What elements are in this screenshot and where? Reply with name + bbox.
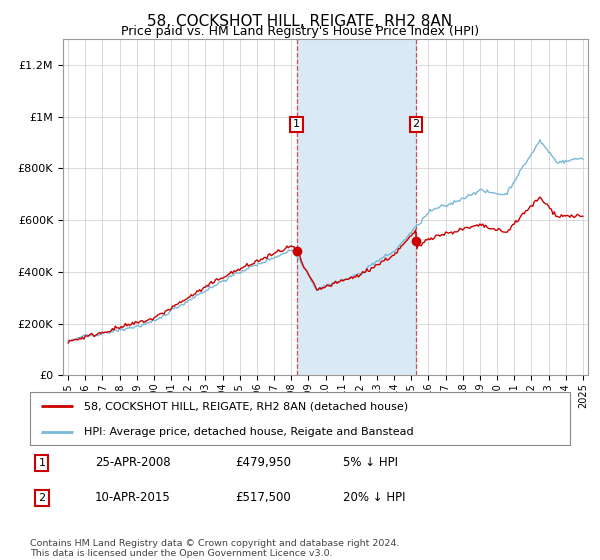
- Text: 25-APR-2008: 25-APR-2008: [95, 456, 170, 469]
- Text: 58, COCKSHOT HILL, REIGATE, RH2 8AN (detached house): 58, COCKSHOT HILL, REIGATE, RH2 8AN (det…: [84, 402, 408, 412]
- Text: 2: 2: [413, 119, 419, 129]
- Text: 10-APR-2015: 10-APR-2015: [95, 491, 170, 504]
- Text: 5% ↓ HPI: 5% ↓ HPI: [343, 456, 398, 469]
- Bar: [296, 39, 416, 375]
- Text: Contains HM Land Registry data © Crown copyright and database right 2024.
This d: Contains HM Land Registry data © Crown c…: [30, 539, 400, 558]
- Text: £517,500: £517,500: [235, 491, 291, 504]
- Text: 1: 1: [38, 458, 46, 468]
- Text: 2: 2: [38, 493, 46, 503]
- Text: Price paid vs. HM Land Registry's House Price Index (HPI): Price paid vs. HM Land Registry's House …: [121, 25, 479, 38]
- FancyBboxPatch shape: [30, 392, 570, 445]
- Text: 58, COCKSHOT HILL, REIGATE, RH2 8AN: 58, COCKSHOT HILL, REIGATE, RH2 8AN: [148, 14, 452, 29]
- Text: £479,950: £479,950: [235, 456, 291, 469]
- Text: HPI: Average price, detached house, Reigate and Banstead: HPI: Average price, detached house, Reig…: [84, 427, 413, 437]
- Text: 20% ↓ HPI: 20% ↓ HPI: [343, 491, 406, 504]
- Text: 1: 1: [293, 119, 300, 129]
